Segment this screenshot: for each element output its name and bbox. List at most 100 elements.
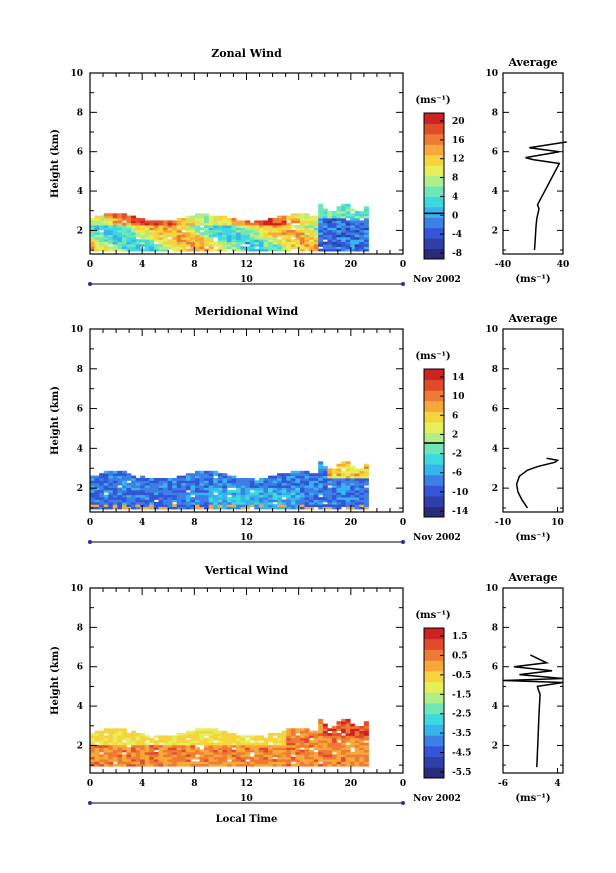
colorbar-segment — [424, 432, 444, 444]
heatmap-cell — [213, 489, 219, 493]
heatmap-cell — [359, 733, 365, 736]
heatmap-cell — [167, 239, 173, 242]
heatmap-cell — [112, 494, 118, 498]
heatmap-cell — [176, 475, 182, 479]
heatmap-cell — [345, 728, 351, 732]
heatmap-cell — [290, 744, 296, 748]
heatmap-cell — [122, 730, 127, 734]
heatmap-cell — [295, 485, 301, 488]
heatmap-cells — [90, 461, 369, 510]
heatmap-cell — [281, 763, 287, 767]
heatmap-cell — [363, 206, 369, 209]
heatmap-cell — [217, 475, 223, 479]
colorbar-segment — [424, 703, 444, 715]
heatmap-cell — [135, 737, 141, 741]
heatmap-cell — [103, 504, 109, 507]
heatmap-cell — [341, 756, 347, 760]
heatmap-cell — [94, 504, 100, 507]
heatmap-cell — [108, 747, 114, 750]
heatmap-cell — [363, 494, 369, 498]
heatmap-cell — [190, 234, 196, 238]
colorbar-segment — [424, 767, 444, 779]
heatmap-cell — [181, 222, 187, 226]
heatmap-cell — [149, 487, 155, 491]
heatmap-cell — [277, 227, 283, 231]
heatmap-cell — [322, 468, 328, 472]
heatmap-cell — [153, 229, 159, 233]
heatmap-cell — [254, 482, 260, 486]
heatmap-cell — [313, 730, 319, 734]
heatmap-cell — [363, 492, 369, 496]
heatmap-cell — [268, 222, 273, 226]
heatmap-cell — [322, 222, 328, 226]
heatmap-cell — [204, 239, 210, 242]
heatmap-cell — [158, 489, 164, 493]
heatmap-cell — [126, 761, 132, 765]
heatmap-cell — [286, 215, 292, 219]
heatmap-cell — [363, 756, 369, 760]
heatmap-cell — [149, 740, 155, 743]
heatmap-cell — [350, 744, 356, 748]
heatmap-cell — [158, 227, 164, 231]
heatmap-cell — [226, 751, 232, 755]
heatmap-cell — [217, 749, 223, 753]
heatmap-cell — [108, 487, 114, 491]
colorbar-unit: (ms⁻¹) — [415, 351, 450, 362]
heatmap-cell — [112, 470, 118, 474]
heatmap-cell — [345, 234, 351, 238]
heatmap-cell — [158, 740, 164, 743]
heatmap-cell — [222, 482, 228, 486]
heatmap-cell — [99, 740, 105, 743]
heatmap-cell — [286, 246, 292, 250]
heatmap-cell — [176, 487, 182, 491]
heatmap-cell — [195, 215, 200, 219]
heatmap-cell — [359, 742, 365, 746]
heatmap-cell — [131, 482, 137, 486]
heatmap-cell — [336, 744, 342, 748]
heatmap-cell — [281, 489, 287, 493]
heatmap-cell — [126, 501, 132, 505]
heatmap-cell — [345, 487, 351, 491]
heatmap-cell — [318, 480, 324, 484]
heatmap-cell — [341, 721, 347, 724]
heatmap-cell — [199, 213, 205, 217]
heatmap-cell — [354, 475, 360, 479]
heatmap-cell — [204, 763, 210, 767]
heatmap-cell — [245, 246, 251, 250]
heatmap-cell — [336, 225, 342, 228]
heatmap-cell — [181, 220, 187, 224]
heatmap-cell — [254, 761, 260, 765]
heatmap-cells — [90, 718, 369, 767]
heatmap-cell — [204, 744, 210, 748]
y-axis-label: Height (km) — [50, 646, 61, 715]
heatmap-cell — [281, 473, 287, 476]
heatmap-cell — [318, 232, 324, 235]
heatmap-cell — [135, 494, 141, 498]
heatmap-cell — [90, 480, 95, 484]
heatmap-cell — [144, 492, 150, 496]
heatmap-cell — [254, 485, 260, 488]
heatmap-cell — [322, 749, 328, 753]
heatmap-cell — [290, 225, 296, 228]
heatmap-cell — [341, 225, 347, 228]
heatmap-cell — [318, 218, 324, 221]
heatmap-cell — [341, 470, 347, 474]
heatmap-cell — [153, 497, 159, 500]
heatmap-cell — [290, 756, 296, 760]
heatmap-cell — [363, 747, 369, 750]
heatmap-cell — [149, 236, 155, 240]
heatmap-cell — [176, 222, 182, 226]
heatmap-cell — [336, 721, 342, 724]
heatmap-cell — [327, 489, 333, 493]
heatmap-cell — [126, 234, 132, 238]
heatmap-cell — [268, 504, 273, 507]
heatmap-cell — [309, 763, 315, 767]
heatmap-cell — [258, 482, 264, 486]
heatmap-cell — [195, 222, 200, 226]
heatmap-cell — [117, 747, 123, 750]
heatmap-cell — [217, 478, 223, 481]
heatmap-cell — [144, 497, 150, 500]
day-bar-start — [88, 801, 92, 805]
y-tick-label: 4 — [77, 702, 83, 712]
x-tick-label: 0 — [400, 779, 406, 789]
